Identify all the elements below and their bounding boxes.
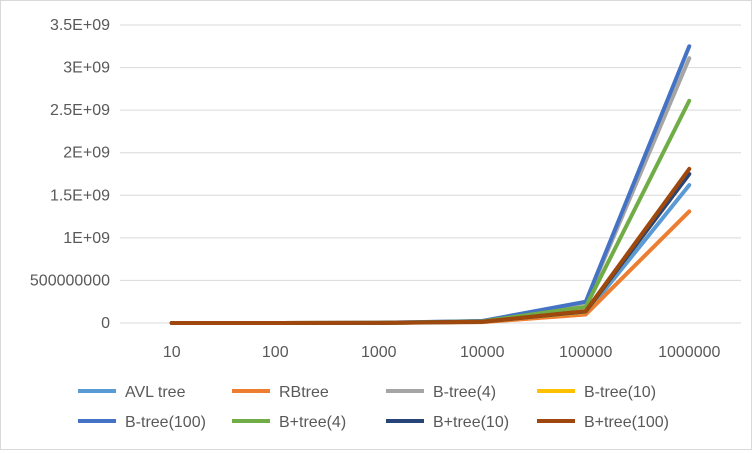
x-tick-label: 1000000 [658,344,720,361]
legend-label: B-tree(4) [433,384,496,401]
y-tick-label: 2.5E+09 [50,102,110,119]
series-line [169,209,692,325]
legend-label: B-tree(100) [125,414,206,431]
x-tick-label: 1000 [361,344,397,361]
legend-label: RBtree [279,384,329,401]
legend-label: B+tree(100) [584,414,669,431]
series-line [169,172,692,325]
y-tick-label: 2E+09 [63,145,110,162]
series-line [169,172,692,325]
x-tick-label: 100 [262,344,289,361]
series-line [169,166,692,325]
y-tick-label: 3.5E+09 [50,17,110,34]
y-tick-label: 0 [101,315,110,332]
legend-label: B+tree(4) [279,414,346,431]
series-lines [169,44,692,325]
legend-label: B-tree(10) [584,384,656,401]
y-axis: 0 500000000 1E+09 1.5E+09 2E+09 2.5E+09 3E+09 3… [30,17,110,332]
legend-label: B+tree(10) [433,414,509,431]
x-tick-label: 100000 [559,344,612,361]
y-tick-label: 3E+09 [63,60,110,77]
gridlines [120,24,741,324]
x-tick-label: 10 [163,344,181,361]
legend-label: AVL tree [125,384,186,401]
y-tick-label: 1E+09 [63,230,110,247]
y-tick-label: 500000000 [30,272,110,289]
legend: AVL tree RBtree B-tree(4) B-tree(10) B-tree(… [78,384,669,431]
x-axis: 10 100 1000 10000 100000 1000000 [163,344,721,361]
y-tick-label: 1.5E+09 [50,187,110,204]
x-tick-label: 10000 [460,344,505,361]
